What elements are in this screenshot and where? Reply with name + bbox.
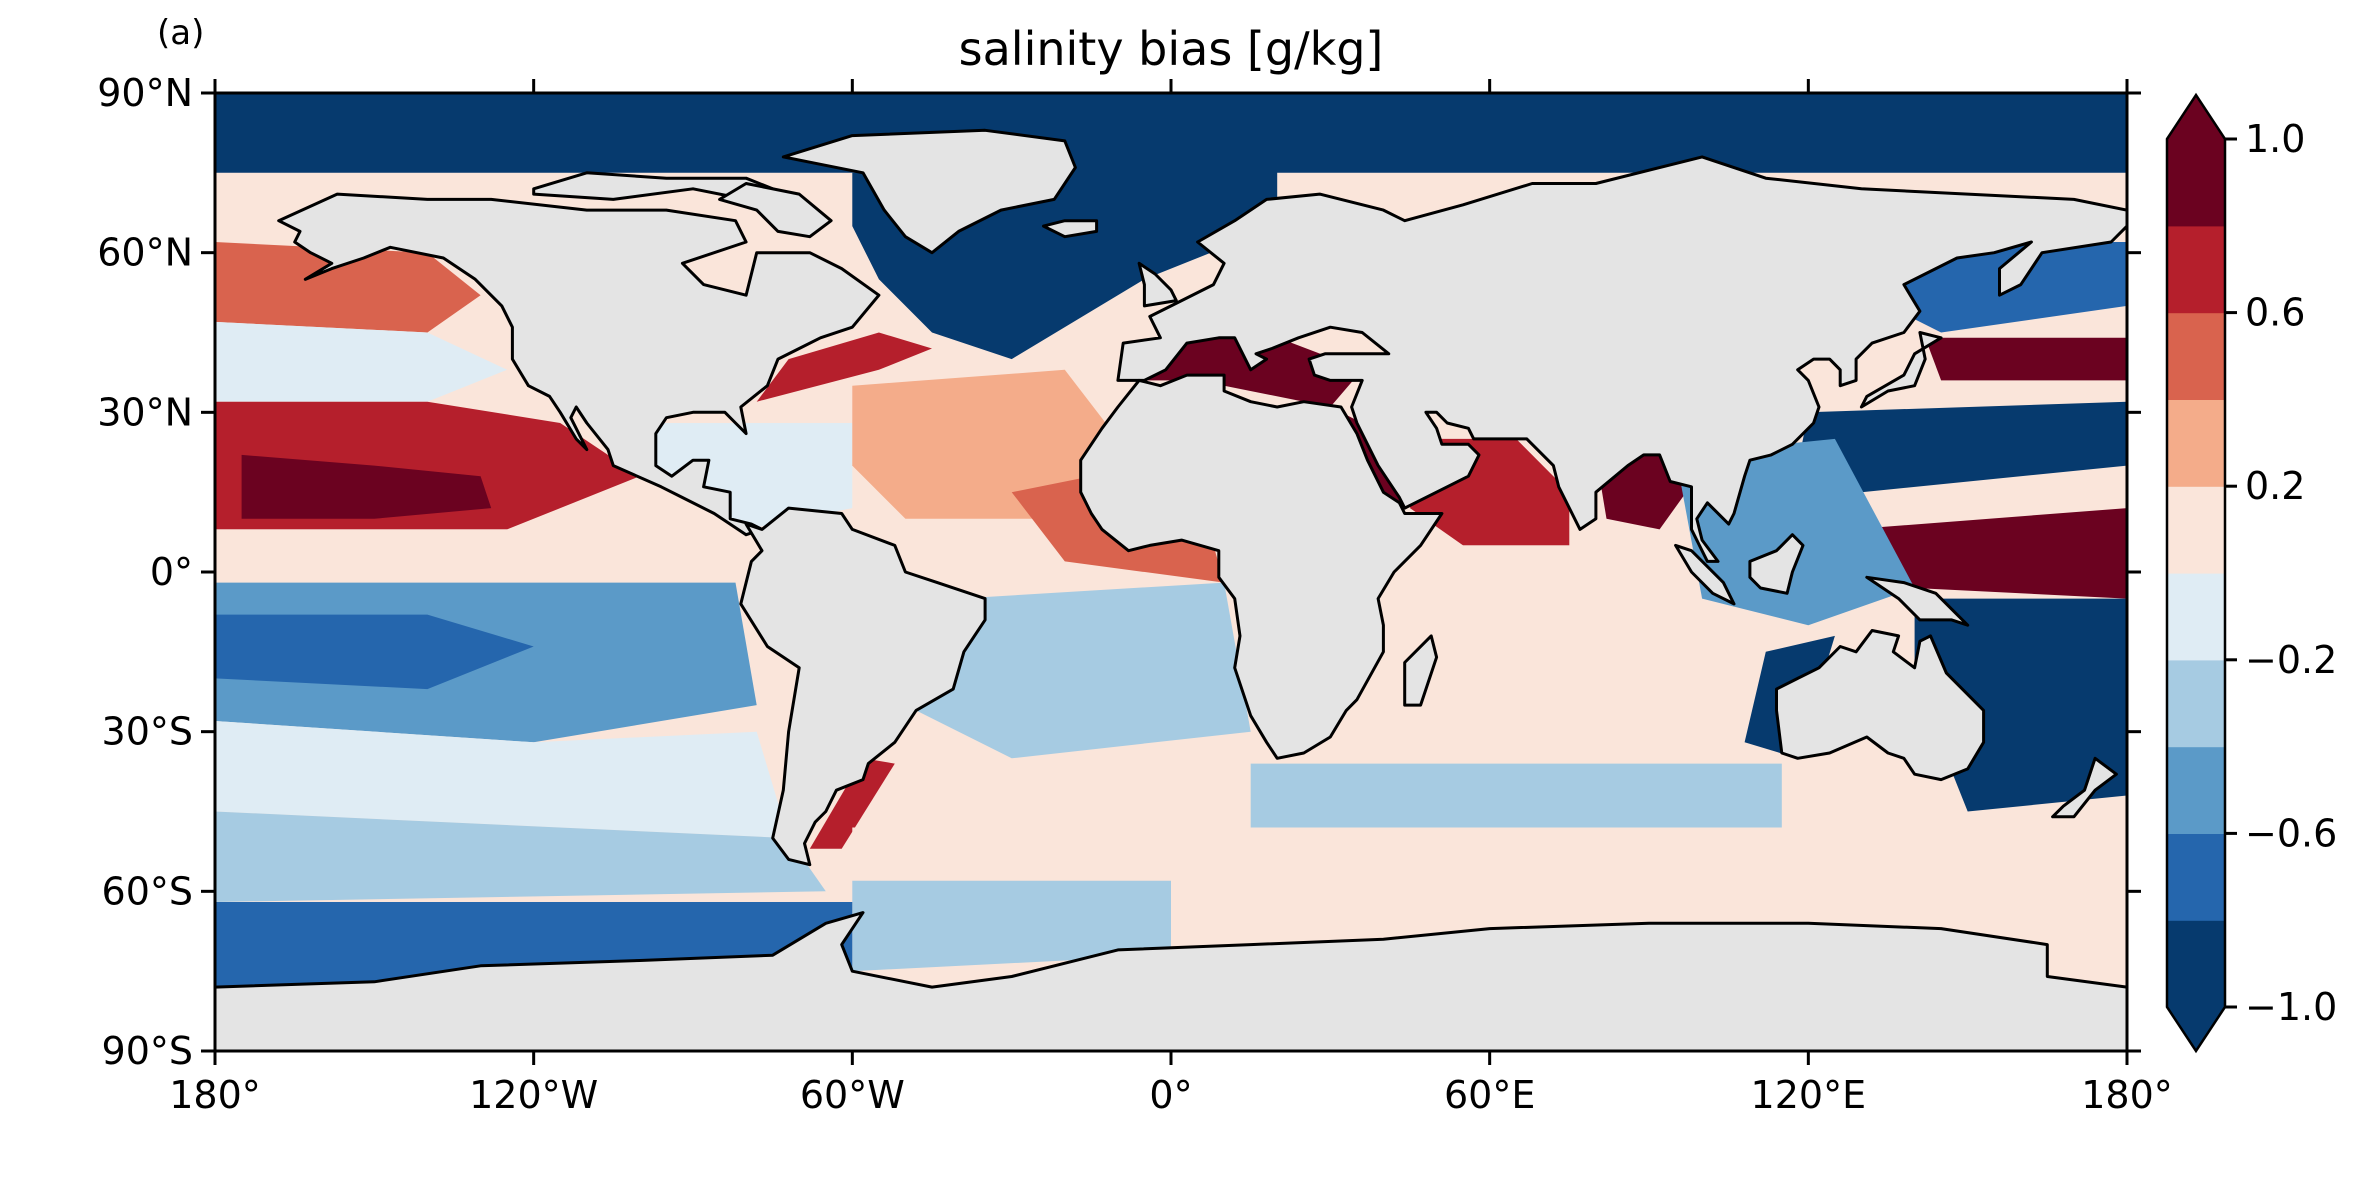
lon-tick-label: 120°E [1751, 1073, 1867, 1117]
latitude-axis: 90°N 60°N 30°N 0° 30°S 60°S 90°S [97, 71, 2141, 1073]
land-borneo [1748, 533, 1805, 595]
land-great-britain [1137, 261, 1178, 308]
colorbar-bin [2167, 486, 2225, 574]
colorbar-bin [2167, 312, 2225, 400]
colorbar-extend-min [2167, 1007, 2225, 1051]
bias-region-gulf-stream [756, 332, 932, 402]
colorbar-tick-label: −0.2 [2245, 638, 2337, 682]
bias-region-equatorial-pacific [215, 529, 736, 583]
land-greenland [781, 128, 1077, 255]
bias-region-south-equatorial-pacific-core [215, 614, 534, 690]
colorbar-tick-label: −1.0 [2245, 985, 2337, 1029]
land-mask [215, 128, 2127, 1051]
bias-region-arctic-ocean [215, 93, 2127, 173]
land-new-guinea [1865, 575, 1970, 627]
land-antarctica [215, 911, 2127, 1051]
bias-region-north-west-pacific-subtropical [1797, 401, 2127, 493]
lat-tick-label: 90°N [97, 71, 193, 115]
bias-region-north-pacific-core [241, 454, 492, 519]
bias-region-southern-ocean-indian [1250, 763, 1782, 828]
bias-region-argentine-shelf [809, 758, 895, 849]
bias-region-weddell-sea [852, 880, 1171, 972]
bias-region-west-pacific-equatorial [1850, 508, 2127, 599]
map-panel [215, 93, 2127, 1051]
colorbar-tick-label: 1.0 [2245, 117, 2305, 161]
lon-tick-label: 60°W [800, 1073, 905, 1117]
colorbar-tick-label: 0.2 [2245, 464, 2305, 508]
longitude-axis: 180° 120°W 60°W 0° 60°E 120°E 180° [169, 79, 2173, 1117]
lat-tick-label: 0° [150, 550, 193, 594]
colorbar-bin [2167, 833, 2225, 921]
lon-tick-label: 180° [2081, 1073, 2173, 1117]
colorbar-bin [2167, 920, 2225, 1008]
lat-tick-label: 90°S [102, 1029, 193, 1073]
land-south-america [739, 506, 987, 867]
bias-region-kuroshio-extension [1925, 337, 2127, 381]
lat-tick-label: 60°N [97, 231, 193, 275]
map-title: salinity bias [g/kg] [959, 22, 1384, 76]
land-sumatra [1674, 543, 1736, 606]
land-africa [1079, 373, 1444, 760]
panel-label: (a) [157, 13, 204, 53]
colorbar-extend-max [2167, 95, 2225, 139]
land-new-zealand [2051, 756, 2118, 819]
land-iceland [1042, 219, 1099, 239]
land-australia [1775, 629, 1986, 782]
lon-tick-label: 120°W [469, 1073, 598, 1117]
lat-tick-label: 60°S [102, 869, 193, 913]
colorbar-bin [2167, 659, 2225, 748]
colorbar-bin [2167, 573, 2225, 661]
colorbar-bin [2167, 399, 2225, 487]
colorbar-bin [2167, 225, 2225, 314]
lon-tick-label: 180° [169, 1073, 261, 1117]
colorbar-tick-label: −0.6 [2245, 811, 2337, 855]
bias-region-south-atlantic [905, 582, 1251, 759]
bias-region-north-pacific-mid [215, 321, 508, 402]
bias-region-north-pacific-subpolar [215, 242, 481, 333]
land-eurasia [1116, 155, 2127, 563]
land-japan [1859, 331, 1943, 409]
lat-tick-label: 30°S [102, 710, 193, 754]
bias-region-south-pacific-subtropical [215, 721, 789, 839]
colorbar-bin [2167, 139, 2225, 227]
bias-region-south-pacific-high-lat [215, 811, 826, 902]
land-baffin-island [718, 182, 833, 239]
lon-tick-label: 0° [1149, 1073, 1192, 1117]
colorbar-tick-label: 0.6 [2245, 291, 2305, 335]
bias-region-tropical-indian [1383, 545, 1782, 706]
bias-region-north-atlantic-subtropical [852, 369, 1118, 519]
colorbar: 1.0 0.6 0.2 −0.2 −0.6 −1.0 [2165, 92, 2337, 1054]
colorbar-bin [2167, 746, 2225, 834]
lon-tick-label: 60°E [1444, 1073, 1535, 1117]
land-madagascar [1403, 634, 1439, 707]
land-north-america [277, 192, 881, 537]
lat-tick-label: 30°N [97, 390, 193, 434]
